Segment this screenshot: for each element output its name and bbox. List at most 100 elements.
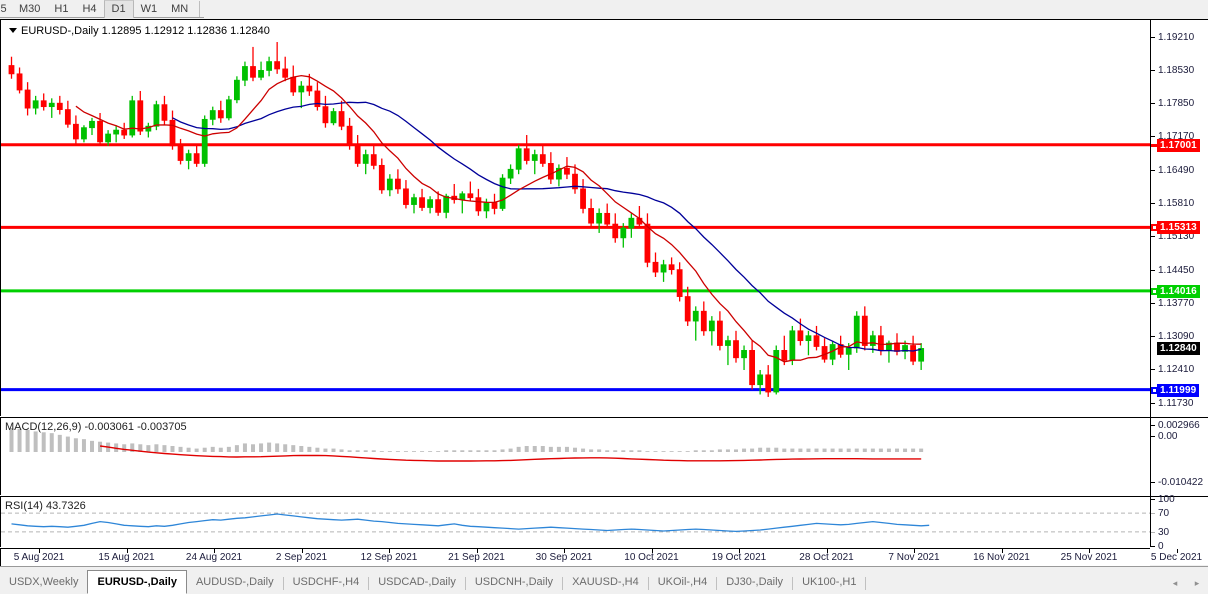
macd-scale: 0.002966 0.00 -0.010422 [1150, 417, 1208, 495]
rsi-axis-dash [1151, 546, 1155, 547]
price-level-badge-support-blue[interactable]: 1.11999 [1157, 383, 1200, 397]
tick-dash [1151, 203, 1155, 205]
chart-tab-uk100-h1[interactable]: UK100-,H1 [802, 576, 857, 588]
chart-tab-bar: USDX,Weekly EURUSD-,Daily AUDUSD-,Daily USD… [0, 566, 1208, 594]
tab-scroll-right-icon[interactable]: ▸ [1194, 577, 1200, 588]
price-level-badge-current-price[interactable]: 1.12840 [1157, 342, 1200, 356]
time-axis-tick [1001, 549, 1003, 553]
timeframe-label: M30 [19, 2, 41, 15]
chart-tab-ukoil-h4[interactable]: UKOil-,H4 [657, 576, 708, 588]
macd-pane[interactable]: MACD(12,26,9) -0.003061 -0.003705 [0, 417, 1150, 495]
price-level-badge-support-green[interactable]: 1.14016 [1157, 284, 1200, 298]
rsi-axis-label: 100 [1158, 494, 1175, 505]
timeframe-button-mn[interactable]: MN [164, 0, 195, 18]
timeframe-label: D1 [111, 3, 126, 15]
price-level-badge-resistance[interactable]: 1.17001 [1157, 138, 1200, 152]
tick-dash [1151, 36, 1155, 38]
time-axis-label: 10 Oct 2021 [624, 552, 679, 563]
tick-label: 1.16490 [1158, 164, 1195, 176]
tick-label: 1.13770 [1158, 297, 1195, 309]
time-axis-label: 30 Sep 2021 [535, 552, 593, 563]
macd-axis-dash [1151, 482, 1155, 483]
timeframe-button-m30[interactable]: M30 [12, 0, 47, 18]
time-axis-tick [39, 549, 40, 553]
tick-dash [1151, 269, 1155, 271]
time-axis-label: 16 Nov 2021 [973, 552, 1030, 563]
time-axis-tick [914, 549, 915, 553]
price-level-handle[interactable] [1151, 224, 1158, 232]
time-axis-tick [126, 549, 128, 553]
tab-separator [282, 577, 284, 590]
time-axis-label: 21 Sep 2021 [448, 552, 505, 563]
timeframe-button-h4[interactable]: H4 [75, 0, 103, 18]
timeframe-label: H1 [54, 2, 69, 15]
rsi-title: RSI(14) 43.7326 [5, 500, 86, 512]
price-level-handle[interactable] [1151, 287, 1158, 295]
chart-tab-usdcnh-daily[interactable]: USDCNH-,Daily [474, 576, 554, 588]
tab-separator [368, 577, 370, 590]
rsi-axis-label: 0 [1158, 541, 1164, 552]
rsi-axis-dash [1151, 513, 1155, 515]
tick-dash [1151, 136, 1155, 138]
rsi-axis-label: 70 [1158, 508, 1170, 520]
price-pane[interactable]: EURUSD-,Daily 1.12895 1.12912 1.12836 1.… [0, 20, 1150, 416]
price-axis-tick: 1.12410 [1151, 364, 1208, 375]
time-axis-label: 15 Aug 2021 [98, 552, 155, 563]
chart-tab-usdx-weekly[interactable]: USDX,Weekly [9, 576, 79, 588]
rsi-scale: 100 70 30 0 [1150, 494, 1208, 552]
rsi-axis-dash [1151, 499, 1155, 500]
tick-label: 1.13090 [1158, 331, 1195, 343]
tab-separator [716, 577, 718, 590]
tick-label: 1.15130 [1158, 231, 1195, 243]
time-axis-tick [564, 549, 565, 553]
timeframe-button-m15[interactable]: 5 [0, 0, 12, 18]
price-level-handle[interactable] [1151, 386, 1158, 394]
timeframe-label: W1 [140, 2, 158, 15]
chart-symbol-header[interactable]: EURUSD-,Daily 1.12895 1.12912 1.12836 1.… [9, 25, 270, 37]
price-axis-tick: 1.18530 [1151, 65, 1208, 76]
tick-label: 1.11730 [1158, 397, 1194, 409]
chart-tab-usdchf-h4[interactable]: USDCHF-,H4 [292, 576, 360, 588]
rsi-axis-dash [1151, 531, 1155, 533]
timeframe-button-h1[interactable]: H1 [47, 0, 75, 18]
rsi-pane[interactable]: RSI(14) 43.7326 [0, 496, 1150, 547]
chart-tab-eurusd-daily[interactable]: EURUSD-,Daily [87, 570, 187, 594]
price-axis-tick: 1.13090 [1151, 331, 1208, 342]
chart-tab-dj30-daily[interactable]: DJ30-,Daily [726, 576, 784, 588]
toolbar-separator [199, 0, 201, 17]
price-axis-tick: 1.15130 [1151, 231, 1208, 242]
time-axis-label: 28 Oct 2021 [799, 552, 854, 563]
time-axis-label: 19 Oct 2021 [711, 552, 767, 563]
time-axis-tick [1176, 549, 1178, 553]
chart-tab-xauusd-h4[interactable]: XAUUSD-,H4 [572, 576, 639, 588]
tab-separator [464, 577, 466, 590]
tab-separator [562, 577, 564, 590]
price-level-badge-resistance[interactable]: 1.15313 [1157, 221, 1200, 235]
tick-label: 1.15810 [1158, 198, 1195, 210]
tick-label: 1.17850 [1158, 98, 1195, 110]
tab-scroll-left-icon[interactable]: ◂ [1172, 577, 1178, 588]
timeframe-button-d1[interactable]: D1 [103, 0, 134, 18]
chart-tab-usdcad-daily[interactable]: USDCAD-,Daily [378, 576, 456, 588]
timeframe-button-w1[interactable]: W1 [134, 0, 165, 18]
time-axis[interactable]: 5 Aug 2021 15 Aug 2021 24 Aug 2021 2 Sep 20… [0, 548, 1202, 566]
rsi-axis-label: 30 [1158, 526, 1170, 538]
price-axis-tick: 1.15810 [1151, 198, 1208, 209]
time-axis-label: 12 Sep 2021 [360, 552, 418, 563]
tick-dash [1151, 402, 1155, 404]
price-axis-tick: 1.17170 [1151, 131, 1208, 142]
time-axis-tick [389, 549, 390, 553]
macd-axis-dash [1151, 436, 1155, 437]
tick-label: 1.17170 [1158, 131, 1195, 143]
timeframe-toolbar: 5 M30 H1 H4 D1 W1 MN [0, 0, 1208, 18]
time-axis-tick [214, 549, 215, 553]
time-axis-tick [651, 549, 653, 553]
chevron-down-icon[interactable] [9, 27, 17, 33]
chart-tab-audusd-daily[interactable]: AUDUSD-,Daily [195, 576, 274, 588]
macd-axis-label: 0.002966 [1158, 420, 1200, 431]
macd-axis-label: -0.010422 [1158, 477, 1204, 488]
timeframe-label: 5 [0, 2, 7, 15]
price-axis-tick: 1.14450 [1151, 265, 1208, 276]
price-axis-tick: 1.16490 [1151, 165, 1208, 176]
time-axis-tick [476, 549, 478, 553]
